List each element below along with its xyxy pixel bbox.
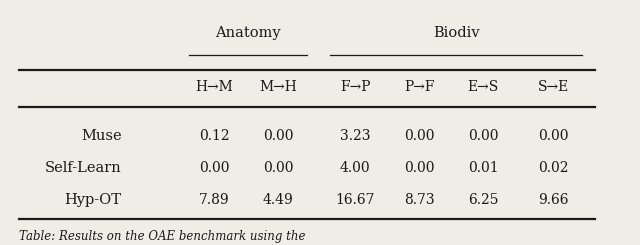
Text: 0.00: 0.00: [263, 161, 294, 175]
Text: 0.00: 0.00: [468, 129, 499, 143]
Text: M→H: M→H: [260, 80, 297, 94]
Text: 4.00: 4.00: [340, 161, 371, 175]
Text: Table: Results on the OAE benchmark using the: Table: Results on the OAE benchmark usin…: [19, 230, 306, 243]
Text: F→P: F→P: [340, 80, 371, 94]
Text: Hyp-OT: Hyp-OT: [65, 193, 122, 207]
Text: 0.02: 0.02: [538, 161, 569, 175]
Text: 0.00: 0.00: [538, 129, 569, 143]
Text: 16.67: 16.67: [335, 193, 375, 207]
Text: 7.89: 7.89: [199, 193, 230, 207]
Text: Muse: Muse: [81, 129, 122, 143]
Text: H→M: H→M: [196, 80, 233, 94]
Text: 0.00: 0.00: [199, 161, 230, 175]
Text: 0.00: 0.00: [404, 161, 435, 175]
Text: 9.66: 9.66: [538, 193, 569, 207]
Text: Anatomy: Anatomy: [215, 26, 280, 40]
Text: 0.00: 0.00: [263, 129, 294, 143]
Text: E→S: E→S: [468, 80, 499, 94]
Text: 4.49: 4.49: [263, 193, 294, 207]
Text: 3.23: 3.23: [340, 129, 371, 143]
Text: 8.73: 8.73: [404, 193, 435, 207]
Text: 0.12: 0.12: [199, 129, 230, 143]
Text: P→F: P→F: [404, 80, 435, 94]
Text: 6.25: 6.25: [468, 193, 499, 207]
Text: 0.00: 0.00: [404, 129, 435, 143]
Text: Biodiv: Biodiv: [433, 26, 479, 40]
Text: Self-Learn: Self-Learn: [45, 161, 122, 175]
Text: S→E: S→E: [538, 80, 569, 94]
Text: 0.01: 0.01: [468, 161, 499, 175]
